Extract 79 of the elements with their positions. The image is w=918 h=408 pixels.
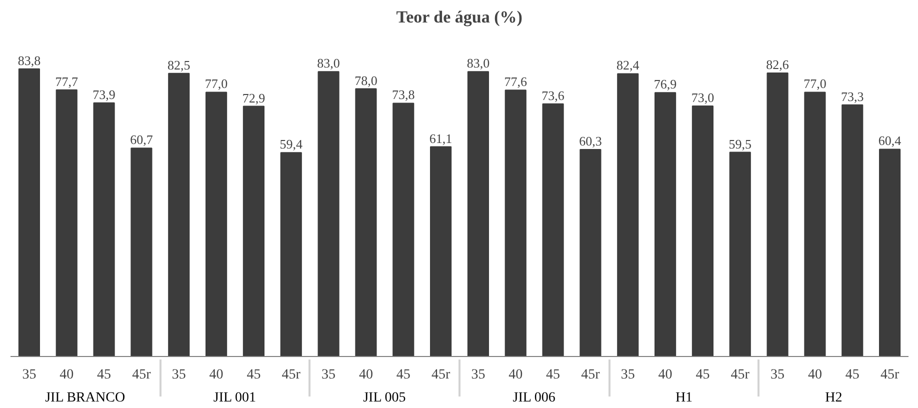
data-label: 73,8 — [392, 87, 415, 102]
data-label: 77,6 — [504, 74, 528, 90]
x-tick-label: 35 — [322, 368, 336, 382]
data-label: 82,6 — [766, 57, 790, 72]
x-tick-label: 35 — [770, 368, 785, 382]
text: JIL 005 — [363, 390, 406, 406]
x-tick-label: 45 — [696, 368, 710, 382]
x-tick-label: 45r — [581, 368, 600, 382]
x-tick-label: 45 — [546, 368, 560, 382]
chart-title: Teor de água (%) — [396, 8, 522, 26]
bar — [842, 104, 864, 356]
data-label: 73,6 — [542, 88, 565, 103]
text: JIL 006 — [512, 390, 556, 406]
data-label: 59,4 — [280, 136, 303, 152]
x-tick-label: 40 — [658, 368, 672, 382]
bar — [206, 92, 228, 356]
x-tick-label: 45r — [880, 368, 900, 382]
data-label: 77,0 — [804, 76, 826, 92]
bar — [692, 105, 714, 356]
bar — [392, 102, 414, 356]
x-tick-label: 45r — [132, 368, 152, 382]
bar — [280, 152, 302, 356]
text: JIL BRANCO — [45, 390, 126, 406]
x-tick-label: 40 — [808, 368, 822, 382]
x-tick-label: 45 — [396, 368, 410, 382]
bar — [168, 72, 190, 356]
x-tick-label: 40 — [358, 368, 373, 382]
data-label: 82,5 — [168, 57, 190, 72]
bar — [804, 92, 826, 356]
data-label: 59,5 — [728, 136, 752, 152]
bar — [729, 152, 751, 356]
x-tick-label: 40 — [209, 368, 224, 382]
text: H2 — [825, 390, 842, 406]
x-tick-label: 45r — [282, 368, 301, 382]
bar — [56, 89, 78, 356]
bar — [654, 92, 676, 356]
data-label: 77,0 — [204, 76, 228, 92]
bar — [617, 73, 639, 356]
data-label: 60,3 — [579, 134, 602, 149]
data-label: 73,3 — [841, 88, 864, 104]
text: JIL 001 — [213, 390, 256, 406]
data-label: 83,0 — [317, 56, 340, 71]
data-label: 78,0 — [354, 72, 378, 88]
data-label: 73,9 — [92, 86, 116, 102]
data-label: 76,9 — [654, 76, 677, 92]
x-tick-label: 35 — [620, 368, 635, 382]
bar — [766, 72, 788, 356]
bar — [504, 90, 526, 356]
data-label: 82,4 — [616, 58, 640, 73]
x-tick-label: 40 — [60, 368, 74, 382]
x-tick-label: 35 — [172, 368, 186, 382]
data-label: 60,7 — [130, 132, 154, 148]
text: H1 — [675, 390, 693, 406]
x-tick-label: 45 — [97, 368, 112, 382]
x-tick-label: 35 — [471, 368, 486, 382]
data-label: 83,8 — [18, 52, 41, 68]
data-label: 73,0 — [691, 90, 714, 105]
x-tick-label: 35 — [22, 368, 36, 382]
data-label: 77,7 — [55, 74, 78, 89]
bar — [130, 148, 152, 356]
bar — [18, 68, 40, 356]
data-label: 61,1 — [429, 130, 452, 146]
data-label: 72,9 — [242, 90, 266, 106]
bar — [542, 103, 564, 356]
data-label: 83,0 — [466, 56, 490, 71]
bar — [467, 71, 489, 356]
bar — [430, 146, 452, 356]
x-tick-label: 45r — [730, 368, 750, 382]
bar — [879, 148, 901, 356]
data-label: 60,4 — [878, 133, 902, 148]
bar — [580, 149, 602, 356]
x-tick-label: 45r — [431, 368, 450, 382]
x-tick-label: 45 — [845, 368, 860, 382]
bar — [318, 71, 340, 356]
x-tick-label: 40 — [508, 368, 523, 382]
bar — [355, 88, 377, 356]
bar — [242, 106, 264, 356]
bar — [93, 102, 115, 356]
x-tick-label: 45 — [246, 368, 261, 382]
